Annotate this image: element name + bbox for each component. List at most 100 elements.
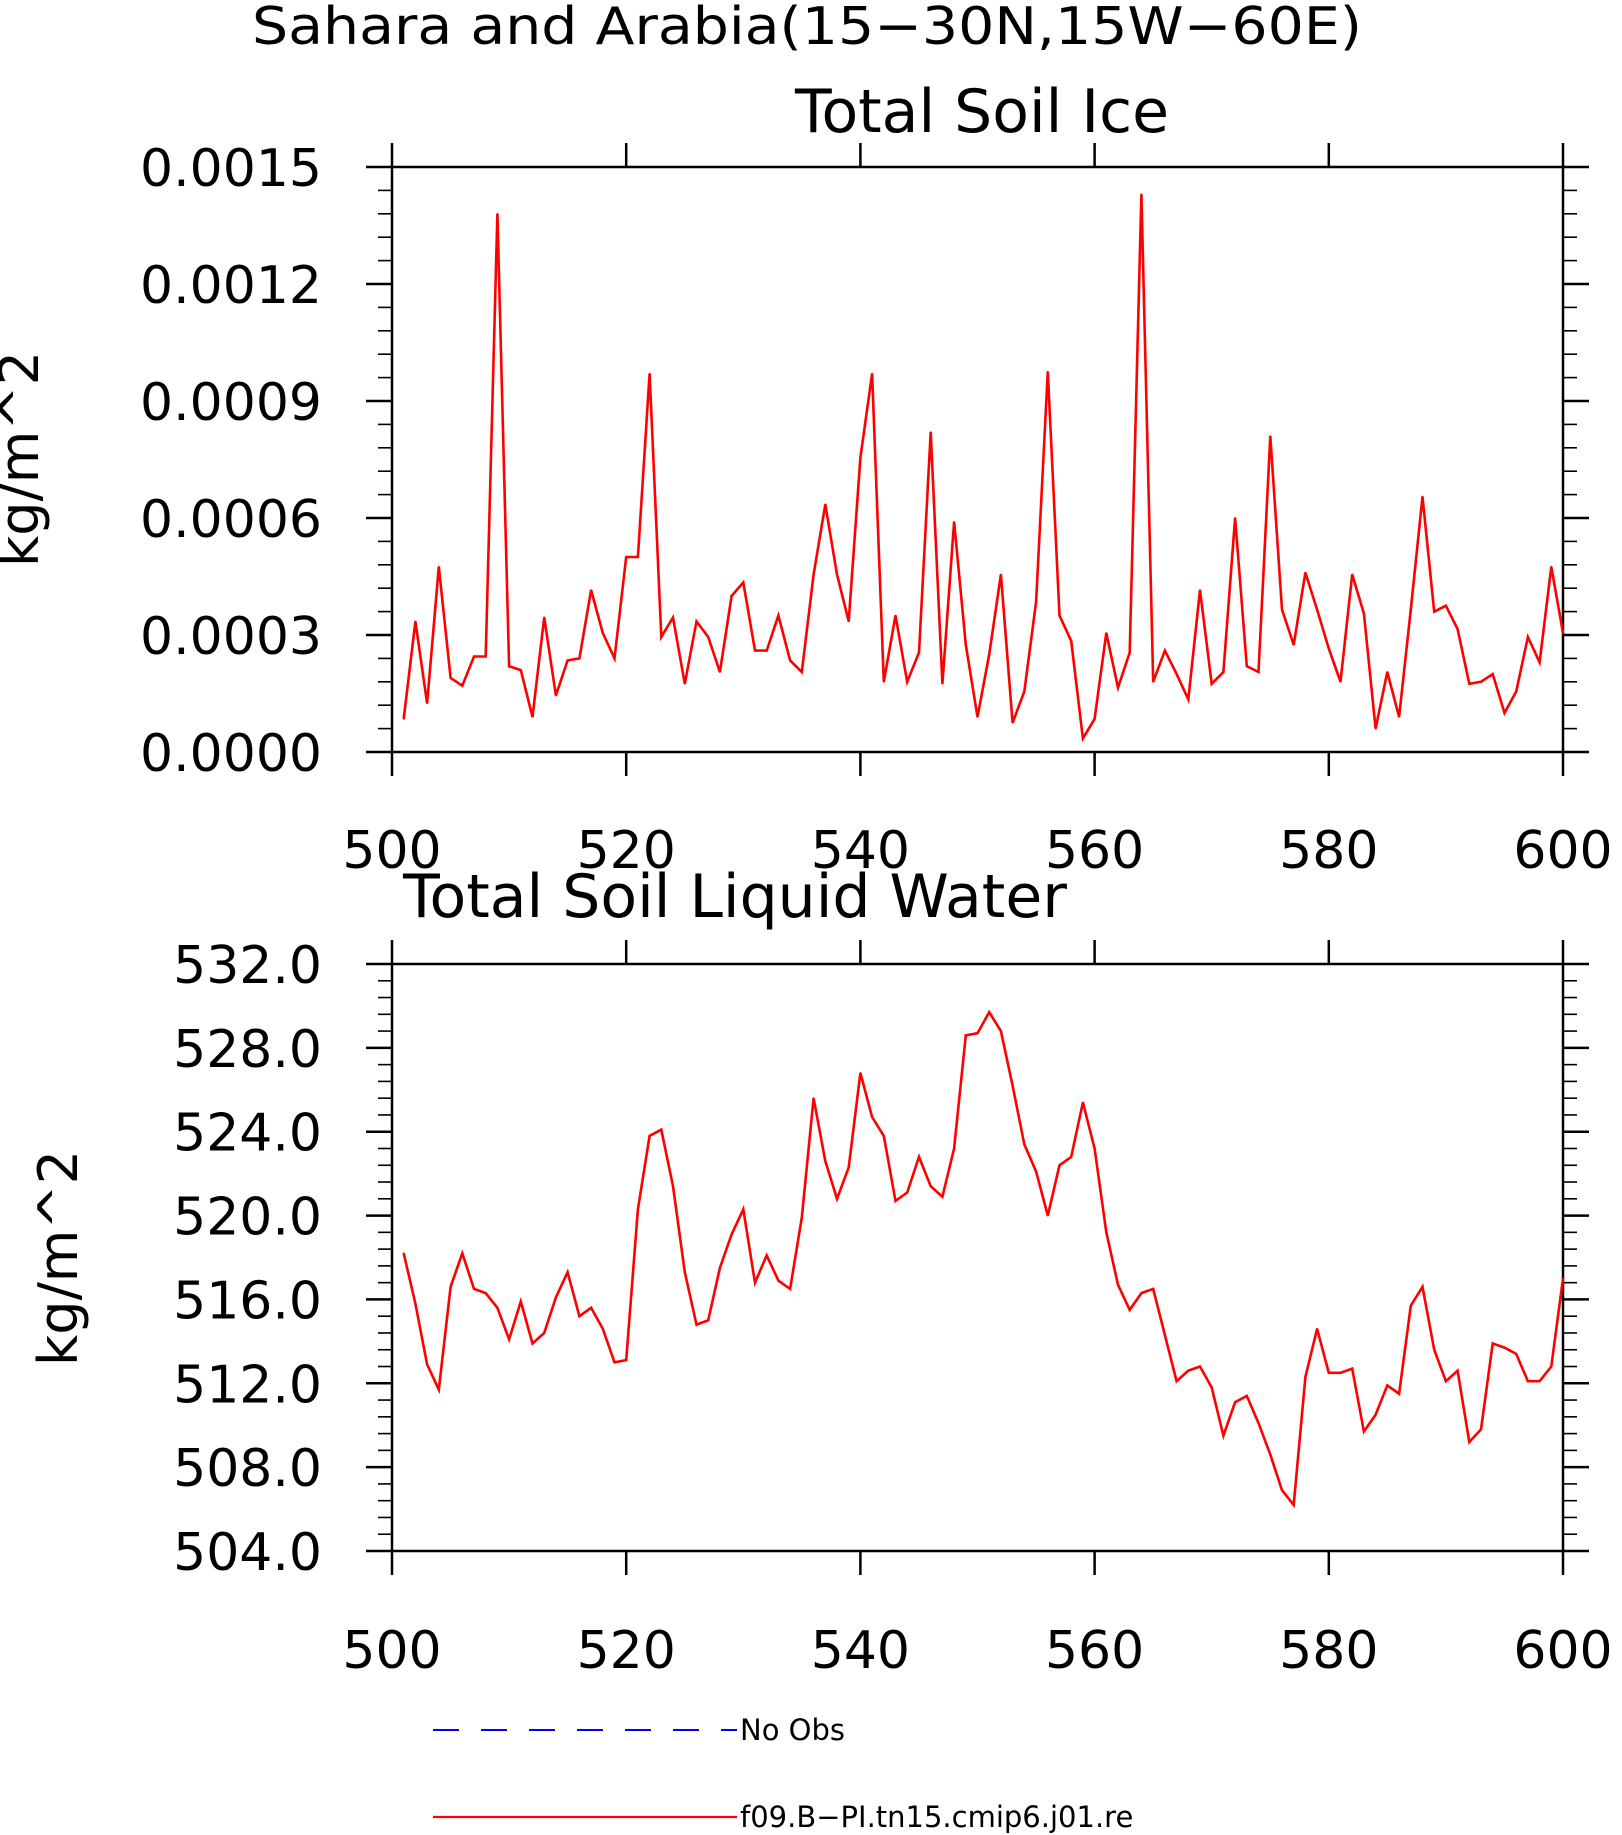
data-point (1140, 1292, 1143, 1295)
data-point (1327, 647, 1330, 650)
data-point (824, 503, 827, 506)
data-point (1046, 370, 1049, 373)
data-point (1128, 1309, 1131, 1311)
data-point (1070, 639, 1073, 642)
data-point (953, 521, 955, 523)
data-point (976, 1032, 979, 1035)
data-point (1210, 1386, 1213, 1389)
y-tick-label: 524.0 (173, 1104, 322, 1164)
data-point (1480, 1428, 1482, 1431)
data-point (637, 1208, 639, 1211)
data-point (742, 1208, 745, 1211)
data-point (1269, 435, 1272, 437)
data-point (484, 1292, 487, 1295)
data-point (496, 212, 499, 215)
soil-liquid-water-plot: Total Soil Liquid Water 500 520 540 560 580 6… (27, 862, 1613, 1681)
data-point (1468, 682, 1471, 685)
data-point (1374, 727, 1377, 730)
data-point (882, 1135, 885, 1137)
y-axis-label: kg/m^2 (27, 1150, 90, 1366)
legend-label-model-run: f09.B−PI.tn15.cmip6.j01.re (740, 1800, 1133, 1834)
data-point (648, 372, 651, 375)
data-point (1035, 600, 1037, 603)
data-point (660, 1128, 663, 1131)
x-tick-label: 540 (811, 1621, 910, 1681)
x-tick-label: 560 (1045, 1621, 1144, 1681)
y-tick-label: 532.0 (173, 936, 322, 996)
data-point (1468, 1441, 1471, 1443)
data-point (1163, 1334, 1166, 1336)
data-point (555, 1296, 557, 1299)
data-point (707, 636, 710, 638)
data-point (484, 655, 487, 658)
data-point (800, 1216, 803, 1219)
data-point (496, 1306, 499, 1309)
data-point (1409, 1304, 1412, 1307)
data-point (1327, 1371, 1330, 1374)
x-tick-label: 600 (1513, 1621, 1612, 1681)
data-point (1234, 517, 1237, 519)
data-point (1152, 680, 1155, 683)
data-point (1351, 1367, 1354, 1370)
figure-title: Sahara and Arabia(15−30N,15W−60E) (252, 0, 1362, 57)
data-point (1199, 589, 1201, 592)
data-point (1093, 1147, 1096, 1150)
data-point (1222, 671, 1225, 673)
data-point (508, 665, 510, 668)
data-point (1421, 1285, 1424, 1288)
data-point (1081, 1101, 1084, 1104)
y-axis-label: kg/m^2 (0, 351, 51, 567)
data-point (1526, 1380, 1529, 1383)
data-point (426, 702, 429, 705)
data-point (1011, 1084, 1014, 1087)
data-point (1398, 716, 1400, 718)
data-point (1503, 712, 1506, 714)
data-point (988, 653, 991, 656)
data-point (473, 655, 475, 658)
data-point (1046, 1214, 1049, 1217)
data-point (882, 680, 885, 683)
data-point (695, 1323, 698, 1326)
x-tick-label: 540 (811, 821, 910, 881)
legend-label-no-obs: No Obs (740, 1713, 845, 1747)
data-point (777, 1279, 780, 1282)
series-line (402, 1009, 1565, 1509)
data-point (1199, 1365, 1201, 1368)
data-point (590, 589, 592, 592)
data-point (1339, 680, 1342, 683)
data-point (402, 1252, 405, 1255)
data-point (754, 1281, 756, 1284)
data-point (800, 671, 803, 673)
data-point (859, 1072, 862, 1074)
data-point (707, 1319, 710, 1322)
data-point (1117, 1283, 1119, 1286)
data-point (449, 677, 452, 679)
data-point (918, 651, 920, 654)
data-point (789, 659, 792, 662)
data-point (1093, 717, 1096, 720)
data-point (1339, 1371, 1342, 1374)
x-tick-label: 600 (1513, 821, 1612, 881)
data-point (695, 620, 698, 623)
data-point (894, 614, 897, 617)
data-point (789, 1288, 792, 1290)
data-point (683, 682, 686, 685)
data-point (1374, 1413, 1377, 1416)
data-point (1140, 193, 1143, 196)
data-point (1281, 608, 1283, 611)
data-point (543, 616, 546, 619)
data-point (1187, 1369, 1190, 1372)
data-point (941, 1195, 944, 1198)
data-point (929, 1185, 932, 1188)
data-point (578, 657, 581, 660)
data-point (449, 1285, 452, 1288)
data-point (555, 694, 557, 697)
data-point (836, 1197, 838, 1200)
y-tick-label: 0.0015 (140, 139, 322, 199)
y-tick-label: 0.0012 (140, 256, 322, 316)
x-tick-label: 520 (577, 1621, 676, 1681)
data-point (414, 1302, 417, 1305)
data-point (1128, 651, 1131, 654)
data-point (1515, 1353, 1518, 1355)
